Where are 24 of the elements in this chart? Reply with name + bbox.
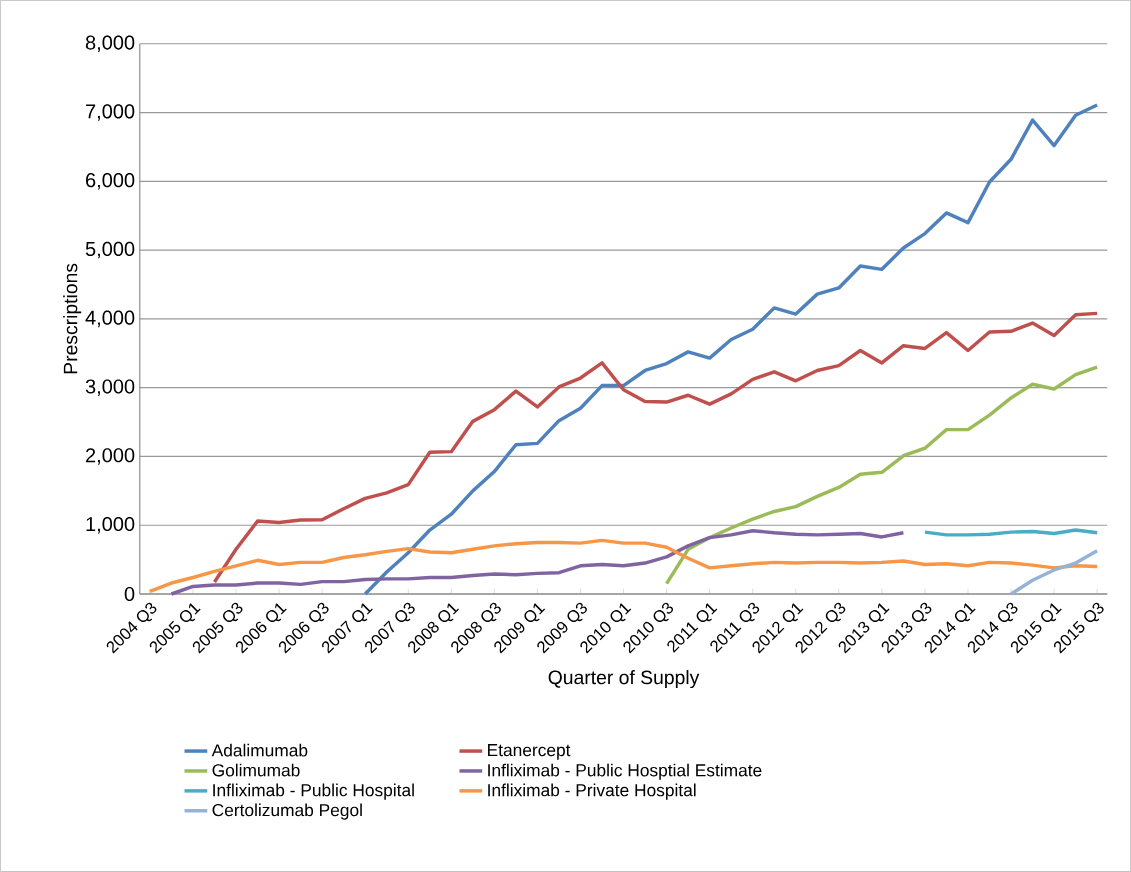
legend-label: Infliximab - Public Hosptial Estimate <box>488 763 762 780</box>
line-series <box>363 103 1099 596</box>
legend-label: Adalimumab <box>211 743 308 757</box>
y-tick-label: 8,000 <box>85 35 135 53</box>
line-series <box>664 365 1099 586</box>
line-series <box>169 529 906 596</box>
y-axis-title: Prescriptions <box>63 263 82 374</box>
line-series <box>212 311 1099 584</box>
line-series <box>1009 549 1099 596</box>
line-series <box>148 538 1099 594</box>
y-tick-label: 3,000 <box>85 379 135 396</box>
y-tick-label: 1,000 <box>86 517 135 534</box>
y-tick-label: 7,000 <box>86 104 135 121</box>
legend-label: Infliximab - Public Hospital <box>213 783 414 800</box>
y-tick-label: 2,000 <box>86 448 135 465</box>
legend-label: Etanercept <box>488 744 571 760</box>
y-tick-label: 4,000 <box>85 310 135 328</box>
y-tick-label: 0 <box>124 586 135 602</box>
y-tick-label: 6,000 <box>86 173 135 190</box>
legend-label: Infliximab - Private Hospital <box>488 783 696 800</box>
y-tick-label: 5,000 <box>85 241 135 259</box>
legend-label: Golimumab <box>212 763 300 777</box>
x-axis-title: Quarter of Supply <box>548 670 700 689</box>
legend-label: Certolizumab Pegol <box>212 803 362 820</box>
